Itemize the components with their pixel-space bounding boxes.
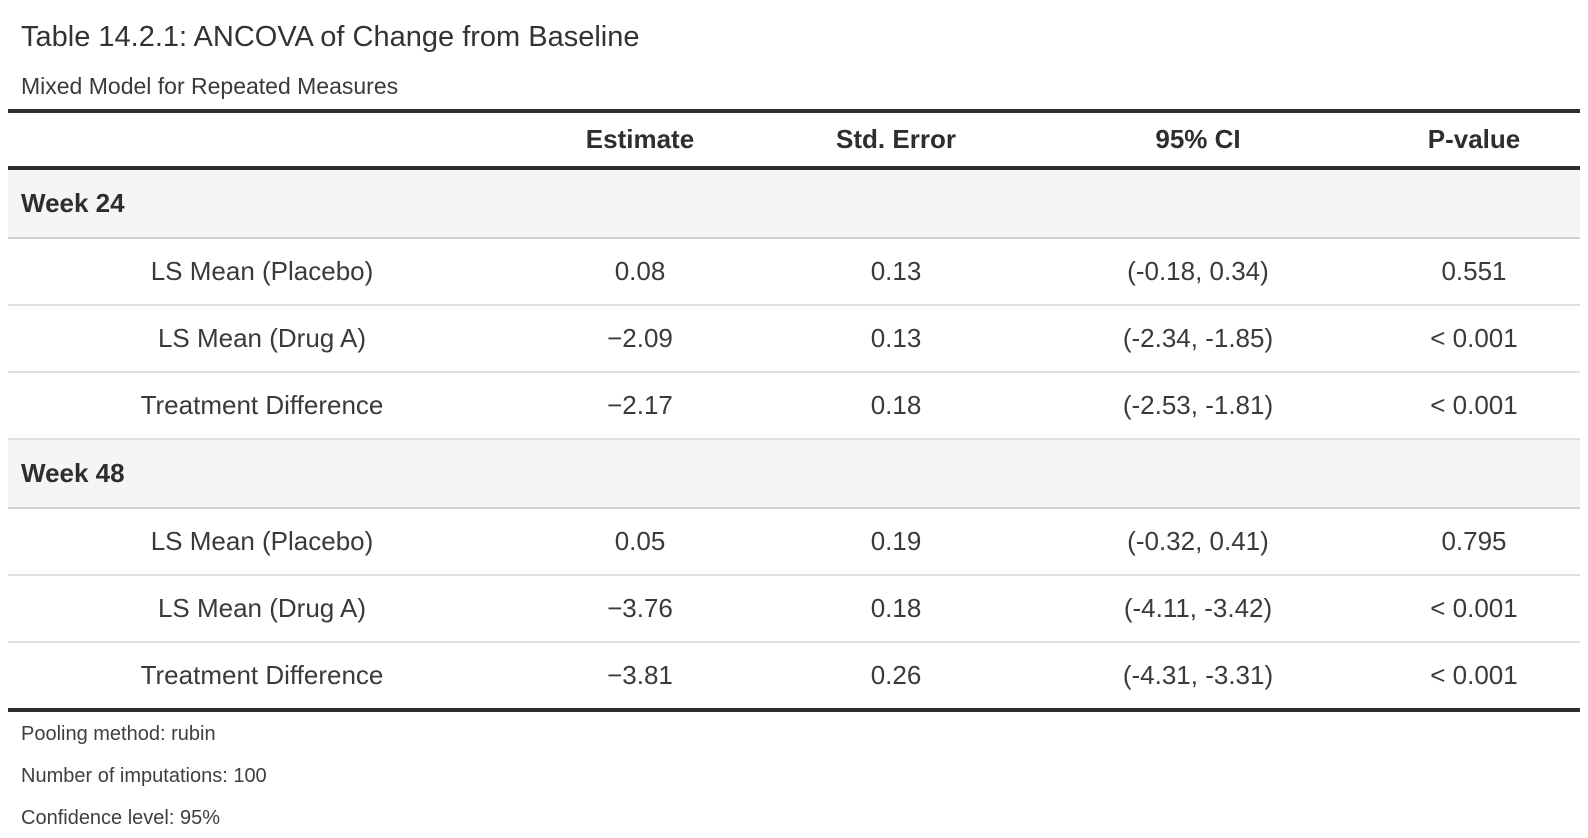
std-error-cell: 0.26 [870, 660, 922, 690]
column-header-empty [8, 111, 516, 170]
estimate-cell: −3.81 [607, 660, 673, 690]
p-value-cell: < 0.001 [1430, 593, 1518, 623]
table-row: LS Mean (Placebo) 0.05 0.19 (-0.32, 0.41… [8, 508, 1580, 575]
column-header-95-ci: 95% CI [1028, 111, 1368, 170]
p-value-cell: 0.551 [1441, 256, 1507, 286]
footnotes: Pooling method: rubin Number of imputati… [8, 712, 1580, 830]
ci-cell: (-2.34, -1.85) [1122, 323, 1274, 353]
group-label: Week 48 [8, 439, 1580, 509]
row-label: Treatment Difference [140, 390, 384, 420]
estimate-cell: 0.08 [614, 256, 666, 286]
footnote-pooling-method: Pooling method: rubin [21, 723, 216, 745]
ci-cell: (-4.31, -3.31) [1122, 660, 1274, 690]
estimate-cell: 0.05 [614, 526, 666, 556]
ci-cell: (-0.18, 0.34) [1127, 256, 1269, 286]
footnote-imputations: Number of imputations: 100 [21, 765, 267, 787]
row-label: LS Mean (Placebo) [150, 256, 374, 286]
table-row: LS Mean (Drug A) −2.09 0.13 (-2.34, -1.8… [8, 305, 1580, 372]
ci-cell: (-4.11, -3.42) [1123, 593, 1273, 623]
table-row: Treatment Difference −2.17 0.18 (-2.53, … [8, 372, 1580, 439]
table-row: LS Mean (Placebo) 0.08 0.13 (-0.18, 0.34… [8, 238, 1580, 305]
footnote-confidence-level: Confidence level: 95% [21, 807, 221, 829]
std-error-cell: 0.13 [870, 323, 922, 353]
table-title: Table 14.2.1: ANCOVA of Change from Base… [21, 21, 640, 53]
row-label: Treatment Difference [140, 660, 384, 690]
row-label: LS Mean (Drug A) [157, 593, 367, 623]
ancova-results-table: Estimate Std. Error 95% CI P-value Week … [8, 109, 1580, 712]
p-value-cell: < 0.001 [1430, 323, 1518, 353]
row-label: LS Mean (Placebo) [150, 526, 374, 556]
ci-cell: (-2.53, -1.81) [1122, 390, 1274, 420]
column-header-estimate: Estimate [516, 111, 764, 170]
std-error-cell: 0.18 [870, 593, 922, 623]
p-value-cell: 0.795 [1441, 526, 1507, 556]
std-error-cell: 0.19 [870, 526, 922, 556]
column-header-p-value: P-value [1368, 111, 1580, 170]
p-value-cell: < 0.001 [1430, 390, 1518, 420]
std-error-cell: 0.18 [870, 390, 922, 420]
column-header-row: Estimate Std. Error 95% CI P-value [8, 111, 1580, 170]
group-row-week-24: Week 24 [8, 168, 1580, 239]
table-heading: Table 14.2.1: ANCOVA of Change from Base… [8, 0, 1580, 109]
table-row: Treatment Difference −3.81 0.26 (-4.31, … [8, 642, 1580, 710]
estimate-cell: −2.09 [607, 323, 673, 353]
column-header-std-error: Std. Error [764, 111, 1028, 170]
std-error-cell: 0.13 [870, 256, 922, 286]
table-subtitle: Mixed Model for Repeated Measures [21, 73, 399, 99]
table-row: LS Mean (Drug A) −3.76 0.18 (-4.11, -3.4… [8, 575, 1580, 642]
group-row-week-48: Week 48 [8, 439, 1580, 509]
ci-cell: (-0.32, 0.41) [1127, 526, 1269, 556]
row-label: LS Mean (Drug A) [157, 323, 367, 353]
estimate-cell: −3.76 [607, 593, 673, 623]
group-label: Week 24 [8, 168, 1580, 239]
p-value-cell: < 0.001 [1430, 660, 1518, 690]
estimate-cell: −2.17 [607, 390, 673, 420]
